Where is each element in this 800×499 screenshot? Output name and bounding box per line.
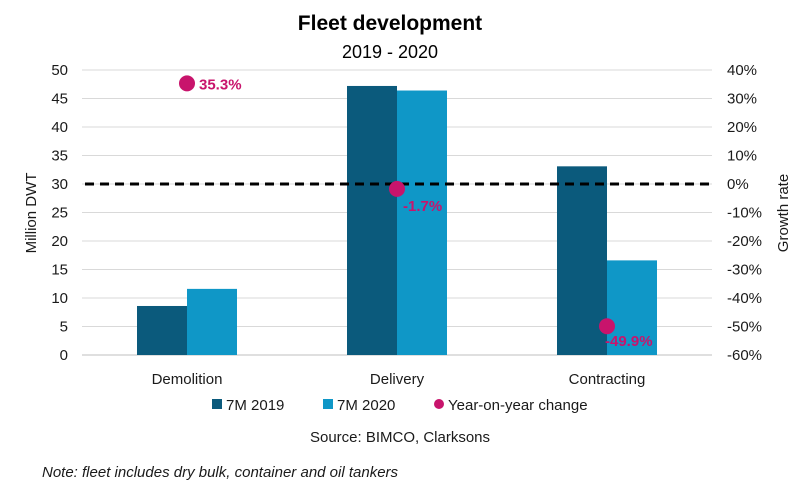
y2-tick-label: 40% (727, 62, 757, 79)
y-tick-label: 30 (51, 176, 68, 193)
y-tick-label: 5 (60, 319, 68, 336)
category-label: Contracting (569, 371, 646, 388)
growth-data-label: -1.7% (403, 198, 442, 215)
y2-tick-label: -30% (727, 262, 762, 279)
y2-tick-label: -10% (727, 205, 762, 222)
y2-tick-label: -50% (727, 319, 762, 336)
y2-tick-label: 0% (727, 176, 749, 193)
source-text: Source: BIMCO, Clarksons (310, 429, 490, 446)
category-label: Demolition (152, 371, 223, 388)
category-labels: Demolition Delivery Contracting (152, 371, 646, 388)
legend-label: 7M 2020 (337, 397, 395, 414)
legend-label: 7M 2019 (226, 397, 284, 414)
y-tick-label: 25 (51, 205, 68, 222)
growth-points: 35.3% -1.7% -49.9% (179, 75, 653, 350)
chart-subtitle: 2019 - 2020 (342, 42, 438, 62)
category-label: Delivery (370, 371, 425, 388)
bar-7m-2020-demolition (187, 288, 237, 355)
y2-tick-label: -40% (727, 290, 762, 307)
y-tick-label: 40 (51, 119, 68, 136)
legend-swatch (434, 399, 444, 409)
growth-point-demolition (179, 75, 195, 92)
chart-title: Fleet development (298, 12, 482, 35)
y2-tick-label: 30% (727, 91, 757, 108)
legend-swatch (323, 399, 333, 409)
y-tick-label: 15 (51, 262, 68, 279)
bar-7m-2020-contracting (607, 260, 657, 355)
legend-swatch (212, 399, 222, 409)
bar-7m-2019-contracting (557, 166, 607, 355)
growth-data-label: -49.9% (605, 333, 653, 350)
bar-7m-2020-delivery (397, 90, 447, 356)
note-text: Note: fleet includes dry bulk, container… (42, 464, 399, 481)
y-tick-label: 50 (51, 62, 68, 79)
legend: 7M 2019 7M 2020 Year-on-year change (212, 397, 588, 414)
growth-point-delivery (389, 180, 405, 197)
bars (137, 85, 657, 356)
y-axis-ticks: 0 5 10 15 20 25 30 35 40 45 50 (51, 62, 68, 364)
y-axis-title: Million DWT (23, 173, 40, 254)
bar-7m-2019-delivery (347, 85, 397, 356)
y2-tick-label: 10% (727, 148, 757, 165)
bar-7m-2019-demolition (137, 305, 187, 355)
y2-tick-label: 20% (727, 119, 757, 136)
y-tick-label: 10 (51, 290, 68, 307)
y-tick-label: 0 (60, 347, 68, 364)
y2-tick-label: -60% (727, 347, 762, 364)
y2-axis-ticks: -60% -50% -40% -30% -20% -10% 0% 10% 20% 30% 40% (727, 62, 762, 364)
y-tick-label: 20 (51, 233, 68, 250)
growth-point-contracting (599, 318, 615, 335)
y2-axis-title: Growth rate (775, 174, 792, 252)
y2-tick-label: -20% (727, 233, 762, 250)
growth-data-label: 35.3% (199, 76, 242, 93)
y-tick-label: 35 (51, 148, 68, 165)
y-tick-label: 45 (51, 91, 68, 108)
legend-label: Year-on-year change (448, 397, 588, 414)
